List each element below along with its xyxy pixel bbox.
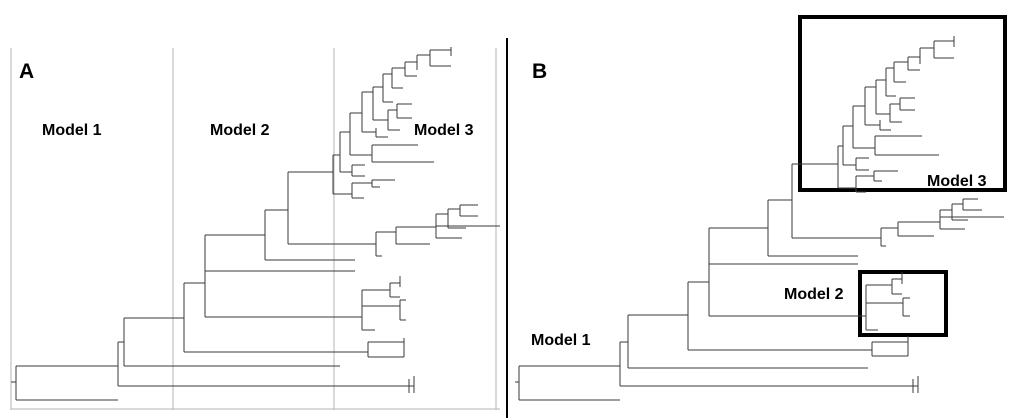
panel-a-model-2-label: Model 2 [210, 122, 270, 139]
panel-b-model-1-label: Model 1 [531, 332, 591, 349]
panel-a-model-3-label: Model 3 [414, 122, 474, 139]
panel-b-model-2-label: Model 2 [784, 286, 844, 303]
panel-a-letter: A [19, 60, 34, 83]
panel-b-model-2-box [858, 270, 948, 337]
panel-b-tree [515, 36, 1004, 401]
panel-b-letter: B [532, 60, 547, 83]
panel-a: A Model 1 Model 2 Model 3 [10, 47, 500, 410]
panel-a-model-1-label: Model 1 [42, 122, 102, 139]
panel-b-model-3-label: Model 3 [927, 173, 987, 190]
panel-b: B Model 1 Model 2 Model 3 [515, 15, 1007, 401]
panel-a-tree [11, 47, 500, 401]
panel-b-model-3-box [798, 15, 1007, 192]
